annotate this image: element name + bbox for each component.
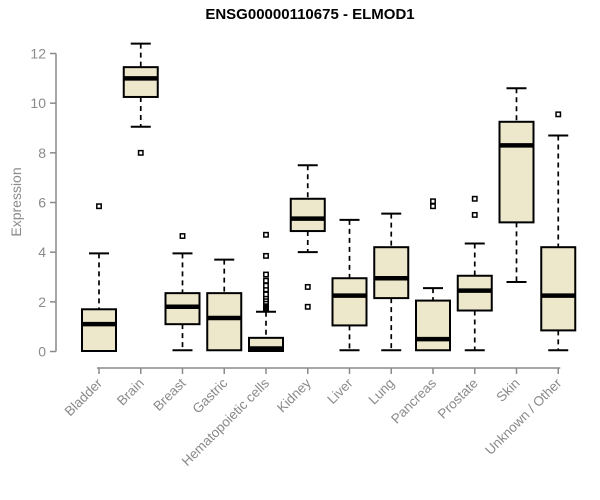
x-category-label: Gastric	[190, 375, 231, 416]
y-tick-label: 4	[38, 244, 46, 260]
y-tick-label: 10	[30, 95, 46, 111]
outlier-point	[263, 231, 269, 238]
outlier-point	[304, 283, 311, 290]
box-Prostate	[456, 274, 493, 312]
y-tick-label: 12	[30, 46, 46, 62]
chart-title: ENSG00000110675 - ELMOD1	[205, 6, 415, 23]
outlier-point	[471, 211, 478, 218]
x-category-label: Kidney	[274, 375, 314, 415]
outlier-point	[263, 277, 269, 284]
x-category-label: Brain	[114, 376, 147, 409]
box-Lung	[373, 246, 410, 300]
x-category-label: Unknown / Other	[482, 375, 565, 458]
y-tick-label: 8	[38, 145, 46, 161]
outlier-point	[430, 203, 436, 210]
y-axis-title: Expression	[8, 167, 24, 237]
outlier-point	[263, 252, 269, 259]
box-Unknown / Other	[540, 246, 577, 332]
y-tick-label: 0	[38, 344, 46, 360]
x-category-label: Skin	[493, 376, 522, 405]
box-Gastric	[206, 292, 243, 352]
box-Liver	[331, 277, 368, 327]
outlier-point	[555, 111, 562, 118]
box-Skin	[498, 120, 535, 224]
outlier-point	[430, 198, 436, 205]
outlier-point	[137, 149, 144, 156]
x-category-label: Breast	[150, 375, 188, 413]
y-tick-label: 6	[38, 195, 46, 211]
outlier-point	[179, 233, 186, 239]
outlier-point	[263, 282, 269, 289]
x-category-label: Prostate	[435, 376, 481, 422]
x-category-label: Liver	[324, 375, 356, 407]
box-Pancreas	[415, 299, 451, 352]
x-category-label: Lung	[366, 376, 398, 408]
y-tick-label: 2	[38, 294, 46, 310]
box-Kidney	[289, 197, 326, 233]
box-Bladder	[81, 308, 117, 353]
x-category-label: Bladder	[62, 375, 106, 419]
outlier-point	[263, 271, 269, 278]
outlier-point	[96, 203, 102, 210]
outlier-point	[471, 195, 478, 202]
outlier-point	[263, 291, 269, 298]
outlier-point	[304, 303, 311, 310]
box-Brain	[122, 66, 159, 98]
x-category-label: Pancreas	[388, 375, 439, 426]
